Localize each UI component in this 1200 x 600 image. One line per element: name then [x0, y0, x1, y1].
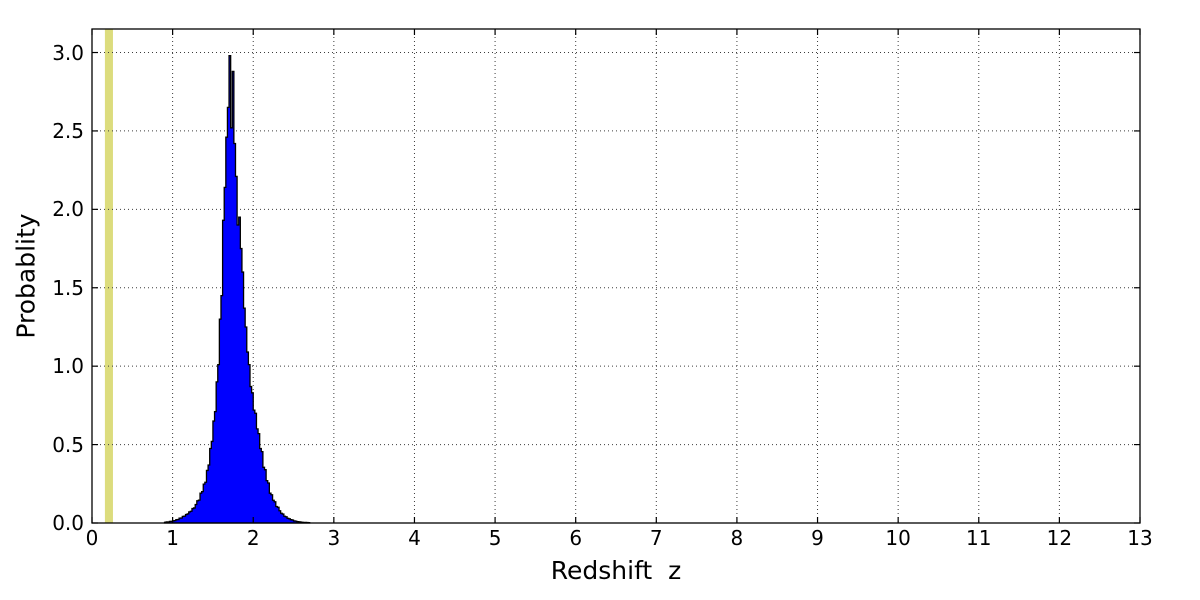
y-axis-label: Probablity: [11, 213, 41, 339]
vspan-highlight: [104, 29, 113, 523]
x-tick-label: 11: [966, 526, 992, 550]
y-tick-label: 2.0: [52, 197, 84, 222]
x-tick-label: 5: [488, 526, 502, 550]
axes-spines: [91, 28, 1141, 524]
x-tick-label: 9: [811, 526, 824, 550]
y-tick-label: 3.0: [52, 40, 84, 65]
x-tick-label: 13: [1127, 526, 1153, 550]
x-tick-label: 6: [569, 526, 583, 550]
x-tick-label: 1: [166, 526, 179, 550]
x-tick-label: 8: [730, 526, 744, 550]
x-tick-label: 3: [327, 526, 341, 550]
y-tick-label: 0.0: [52, 511, 84, 535]
x-tick-label: 4: [408, 526, 421, 550]
x-tick-label: 7: [649, 526, 663, 550]
histogram-series: [163, 55, 311, 524]
x-tick-label: 12: [1046, 526, 1073, 550]
y-tick-label: 0.5: [52, 432, 84, 457]
y-tick-label: 1.5: [52, 275, 84, 300]
x-axis-label: Redshift z: [550, 556, 682, 585]
x-tick-label: 0: [85, 526, 99, 550]
y-tick-label: 2.5: [52, 118, 84, 143]
x-tick-label: 10: [885, 526, 911, 550]
x-tick-label: 2: [246, 526, 260, 550]
y-tick-label: 1.0: [52, 354, 84, 379]
